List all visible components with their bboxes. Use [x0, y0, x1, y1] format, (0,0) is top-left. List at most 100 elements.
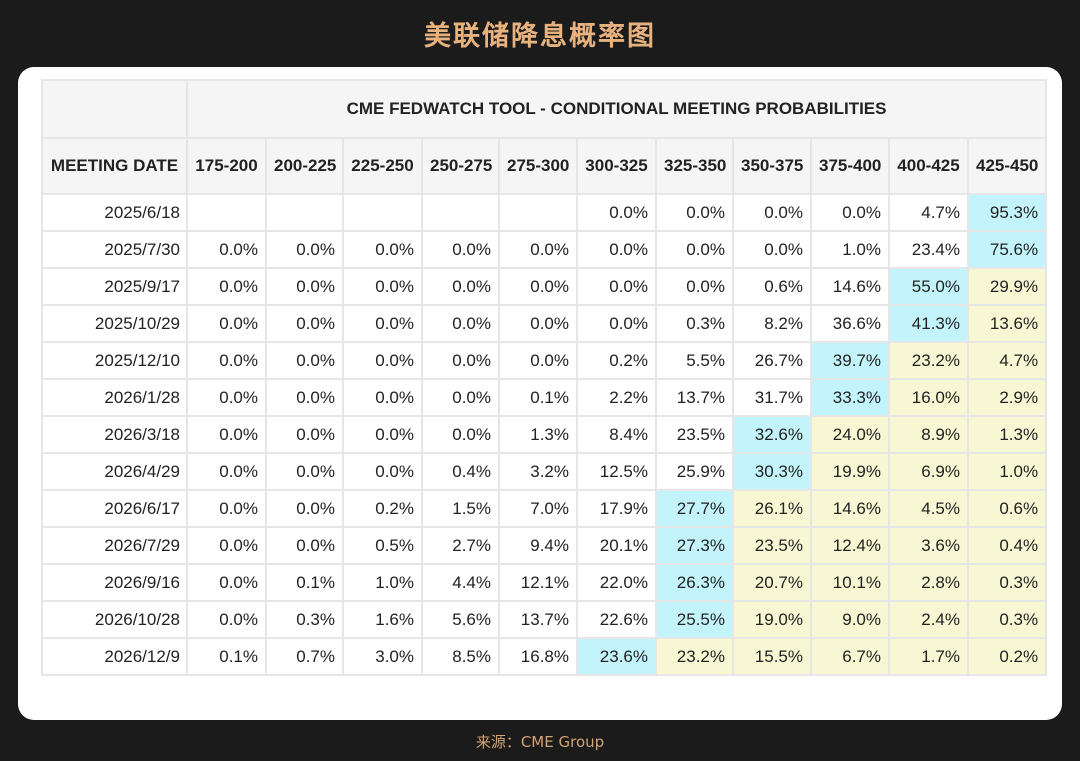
rate-range-header: 250-275: [421, 137, 500, 195]
probability-cell: 0.0%: [576, 193, 657, 232]
probability-cell: 2.4%: [888, 600, 969, 639]
probability-cell: 0.0%: [421, 341, 500, 380]
probability-cell: 8.5%: [421, 637, 500, 676]
probability-cell: 0.0%: [186, 341, 267, 380]
probability-cell: 0.0%: [265, 267, 344, 306]
probability-cell: 32.6%: [732, 415, 812, 454]
probability-cell: 0.0%: [186, 489, 267, 528]
probability-cell: 6.7%: [810, 637, 890, 676]
probability-cell: 23.5%: [732, 526, 812, 565]
probability-cell: 1.5%: [421, 489, 500, 528]
probability-cell: 26.3%: [655, 563, 734, 602]
probability-cell: 20.1%: [576, 526, 657, 565]
probability-cell: 0.0%: [186, 452, 267, 491]
probability-cell: 0.4%: [966, 526, 1048, 565]
probability-cell: 0.2%: [342, 489, 423, 528]
probability-cell: 20.7%: [732, 563, 812, 602]
probability-cell: 0.0%: [498, 341, 578, 380]
probability-cell: 25.9%: [655, 452, 734, 491]
table-body: 2025/6/18 0.0% 0.0% 0.0% 0.0% 4.7% 95.3% 2025/7…: [41, 193, 1048, 676]
probability-cell: [265, 193, 344, 232]
table-row: 2026/6/17 0.0% 0.0% 0.2% 1.5% 7.0% 17.9% 27.7% 2…: [41, 489, 1048, 528]
probability-cell: 55.0%: [888, 267, 969, 306]
probability-cell: 0.0%: [186, 378, 267, 417]
probability-cell: 39.7%: [810, 341, 890, 380]
probability-cell: 22.6%: [576, 600, 657, 639]
meeting-date-cell: 2026/4/29: [41, 452, 188, 491]
probability-cell: 19.0%: [732, 600, 812, 639]
meeting-date-cell: 2025/12/10: [41, 341, 188, 380]
meeting-date-cell: 2026/1/28: [41, 378, 188, 417]
table-title: CME FEDWATCH TOOL - CONDITIONAL MEETING …: [185, 79, 1048, 139]
probability-cell: 0.0%: [265, 452, 344, 491]
probability-cell: 16.8%: [498, 637, 578, 676]
probability-cell: 23.5%: [655, 415, 734, 454]
probability-cell: 0.6%: [732, 267, 812, 306]
probability-cell: 1.7%: [888, 637, 969, 676]
probability-cell: 16.0%: [888, 378, 969, 417]
probability-cell: 8.2%: [732, 304, 812, 343]
probability-cell: 0.0%: [265, 230, 344, 269]
probability-cell: 0.3%: [966, 563, 1048, 602]
probability-cell: 23.2%: [888, 341, 969, 380]
probability-cell: 5.6%: [421, 600, 500, 639]
column-header-row: MEETING DATE 175-200 200-225 225-250 250-27…: [41, 137, 1048, 195]
probability-cell: 0.0%: [265, 378, 344, 417]
probability-cell: 0.0%: [342, 230, 423, 269]
probability-cell: 0.0%: [186, 304, 267, 343]
source-caption: 来源：CME Group: [475, 733, 605, 751]
probability-cell: 27.3%: [655, 526, 734, 565]
probability-cell: 1.6%: [342, 600, 423, 639]
probability-cell: [421, 193, 500, 232]
table-row: 2025/12/10 0.0% 0.0% 0.0% 0.0% 0.0% 0.2% 5.5% 26…: [41, 341, 1048, 380]
probability-cell: 4.7%: [966, 341, 1048, 380]
probability-cell: 0.0%: [342, 304, 423, 343]
probability-cell: 5.5%: [655, 341, 734, 380]
probability-cell: 0.6%: [966, 489, 1048, 528]
probability-cell: 13.6%: [966, 304, 1048, 343]
probability-cell: 0.3%: [966, 600, 1048, 639]
probability-cell: 24.0%: [810, 415, 890, 454]
meeting-date-cell: 2026/6/17: [41, 489, 188, 528]
probability-cell: 2.9%: [966, 378, 1048, 417]
probability-cell: 0.0%: [421, 267, 500, 306]
probability-cell: 19.9%: [810, 452, 890, 491]
table-row: 2026/9/16 0.0% 0.1% 1.0% 4.4% 12.1% 22.0% 26.3%…: [41, 563, 1048, 602]
meeting-date-cell: 2026/10/28: [41, 600, 188, 639]
probability-cell: 23.6%: [576, 637, 657, 676]
probability-cell: 3.2%: [498, 452, 578, 491]
rate-range-header: 325-350: [655, 137, 734, 195]
probability-cell: [498, 193, 578, 232]
probability-cell: 0.0%: [265, 341, 344, 380]
probability-cell: 22.0%: [576, 563, 657, 602]
probability-cell: 1.0%: [342, 563, 423, 602]
meeting-date-cell: 2026/12/9: [41, 637, 188, 676]
probability-cell: 0.0%: [421, 378, 500, 417]
probability-cell: 0.0%: [186, 415, 267, 454]
probability-cell: 4.5%: [888, 489, 969, 528]
table-row: 2026/4/29 0.0% 0.0% 0.0% 0.4% 3.2% 12.5% 25.9% 3…: [41, 452, 1048, 491]
rate-range-header: 300-325: [576, 137, 657, 195]
probability-cell: 0.0%: [732, 193, 812, 232]
probability-cell: 0.0%: [342, 452, 423, 491]
probability-cell: 4.4%: [421, 563, 500, 602]
probability-cell: 0.0%: [265, 489, 344, 528]
probability-cell: 6.9%: [888, 452, 969, 491]
probability-cell: 26.7%: [732, 341, 812, 380]
probability-cell: 4.7%: [888, 193, 969, 232]
meeting-date-header: MEETING DATE: [41, 137, 188, 195]
probability-cell: 7.0%: [498, 489, 578, 528]
table-row: 2025/7/30 0.0% 0.0% 0.0% 0.0% 0.0% 0.0% 0.0% 0.0…: [41, 230, 1048, 269]
probability-cell: 2.2%: [576, 378, 657, 417]
probability-cell: 0.0%: [186, 230, 267, 269]
probability-cell: 8.9%: [888, 415, 969, 454]
probability-cell: 0.0%: [186, 267, 267, 306]
probability-cell: 41.3%: [888, 304, 969, 343]
meeting-date-cell: 2025/6/18: [41, 193, 188, 232]
probability-cell: 0.0%: [186, 600, 267, 639]
probability-cell: 3.0%: [342, 637, 423, 676]
table-row: 2026/1/28 0.0% 0.0% 0.0% 0.0% 0.1% 2.2% 13.7% 31…: [41, 378, 1048, 417]
table-row: 2025/10/29 0.0% 0.0% 0.0% 0.0% 0.0% 0.0% 0.3% 8.…: [41, 304, 1048, 343]
probability-cell: 0.2%: [576, 341, 657, 380]
